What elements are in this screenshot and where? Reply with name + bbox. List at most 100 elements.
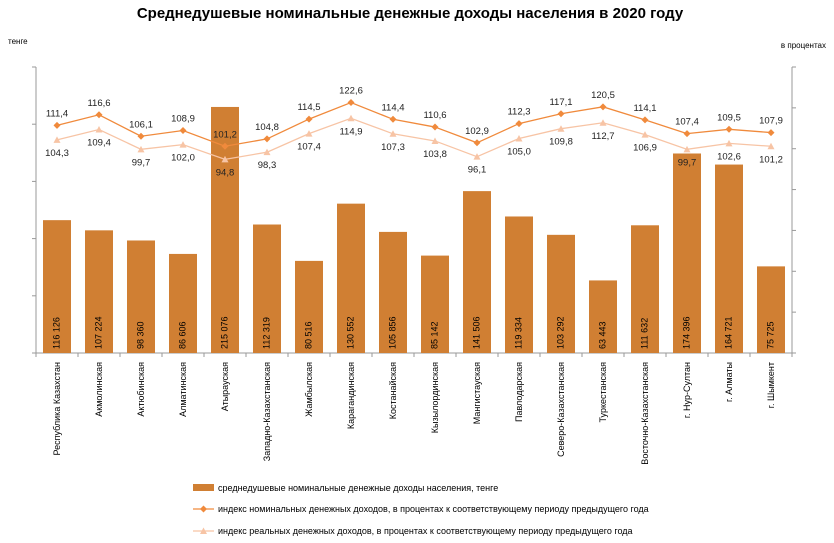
bar-value-label: 116 126: [51, 317, 61, 349]
real-index-label: 94,8: [216, 167, 235, 178]
category-label: Западно-Казахстанская: [262, 362, 272, 461]
nominal-index-label: 106,1: [129, 119, 153, 130]
nominal-index-point: [137, 132, 145, 140]
nominal-index-label: 111,4: [46, 108, 68, 119]
category-label: Жамбылская: [304, 362, 314, 417]
bar: [547, 234, 575, 353]
bar-value-label: 98 360: [135, 321, 145, 349]
line-series: [53, 99, 775, 163]
bar-value-label: 119 334: [513, 317, 523, 349]
real-index-point: [137, 145, 145, 153]
nominal-index-point: [641, 116, 649, 124]
category-label: Акмолинская: [94, 362, 104, 417]
category-label: Восточно-Казахстанская: [640, 362, 650, 465]
nominal-index-label: 102,9: [465, 126, 489, 137]
category-label: Костанайская: [388, 362, 398, 419]
real-index-label: 109,8: [549, 137, 573, 148]
bar: [757, 266, 785, 353]
bar: [43, 220, 71, 353]
real-index-label: 112,7: [591, 131, 614, 142]
bar-value-label: 164 721: [723, 316, 733, 349]
bar-value-label: 141 506: [471, 316, 481, 349]
category-label: Мангистауская: [472, 362, 482, 424]
bar-value-label: 80 516: [303, 321, 313, 349]
nominal-index-label: 117,1: [549, 97, 572, 108]
category-label: г. Нур-Султан: [682, 362, 692, 418]
bar-value-label: 215 076: [219, 316, 229, 349]
real-index-label: 98,3: [258, 160, 277, 171]
real-index-point: [95, 126, 103, 133]
bar-value-label: 85 142: [429, 321, 439, 349]
nominal-index-point: [683, 130, 691, 138]
real-index-label: 105,0: [507, 147, 531, 158]
bar: [295, 260, 323, 353]
legend-swatch-bar: [193, 484, 214, 491]
bar-value-label: 107 224: [93, 316, 103, 349]
real-index-point: [221, 155, 229, 163]
category-label: Павлодарская: [514, 362, 524, 422]
real-index-label: 103,8: [423, 149, 447, 160]
category-labels: Республика Казахстан Акмолинская Актюбинск…: [52, 362, 776, 465]
bar: [169, 253, 197, 353]
data-labels: 116 126 107 224 98 360 86 606 215 076 112 319…: [45, 86, 783, 349]
real-index-point: [599, 119, 607, 126]
bar: [421, 255, 449, 353]
nominal-index-line: [56, 101, 772, 147]
bar: [253, 224, 281, 353]
real-index-label: 99,7: [132, 157, 151, 168]
legend-swatch-real-marker: [200, 527, 207, 534]
real-index-point: [557, 125, 565, 132]
nominal-index-point: [557, 110, 565, 118]
nominal-index-label: 109,5: [717, 112, 741, 123]
category-label: Атырауская: [220, 362, 230, 411]
nominal-index-point: [767, 129, 775, 137]
nominal-index-point: [389, 115, 397, 123]
real-index-point: [515, 135, 523, 142]
nominal-index-label: 101,2: [213, 129, 237, 140]
real-index-line: [56, 117, 772, 161]
nominal-index-label: 116,6: [87, 98, 110, 109]
real-index-point: [641, 131, 649, 138]
bar-value-label: 112 319: [261, 317, 271, 349]
real-index-point: [305, 130, 313, 137]
nominal-index-point: [599, 103, 607, 111]
nominal-index-point: [473, 139, 481, 147]
real-index-point: [431, 137, 439, 144]
nominal-index-label: 114,4: [381, 102, 404, 113]
nominal-index-point: [95, 111, 103, 119]
legend: среднедушевые номинальные денежные доход…: [193, 483, 649, 536]
nominal-index-label: 104,8: [255, 122, 279, 133]
real-index-point: [389, 130, 397, 137]
category-label: Северо-Казахстанская: [556, 362, 566, 457]
nominal-index-label: 114,1: [633, 103, 656, 114]
real-index-label: 96,1: [468, 165, 487, 176]
legend-label-real: индекс реальных денежных доходов, в проц…: [218, 526, 633, 536]
nominal-index-label: 120,5: [591, 90, 615, 101]
real-index-label: 101,2: [759, 154, 783, 165]
nominal-index-point: [431, 123, 439, 131]
bar: [85, 230, 113, 353]
real-index-point: [263, 148, 271, 156]
real-index-label: 102,0: [171, 153, 195, 164]
real-index-point: [347, 114, 355, 122]
category-label: Кызылординская: [430, 362, 440, 433]
bar: [337, 203, 365, 353]
bar-value-label: 63 443: [597, 321, 607, 349]
real-index-label: 102,6: [717, 151, 741, 162]
bar: [673, 153, 701, 353]
category-label: Туркестанская: [598, 362, 608, 423]
nominal-index-point: [515, 120, 523, 128]
nominal-index-label: 108,9: [171, 114, 195, 125]
real-index-point: [53, 136, 61, 143]
bar-value-label: 174 396: [681, 316, 691, 349]
nominal-index-label: 122,6: [339, 86, 363, 97]
nominal-index-label: 110,6: [423, 110, 446, 121]
real-index-label: 107,4: [297, 142, 321, 153]
real-index-label: 104,3: [45, 148, 69, 159]
bar-series: [43, 106, 785, 353]
category-label: г. Алматы: [724, 362, 734, 402]
bar: [379, 231, 407, 353]
nominal-index-label: 107,9: [759, 116, 783, 127]
real-index-label: 106,9: [633, 143, 657, 154]
